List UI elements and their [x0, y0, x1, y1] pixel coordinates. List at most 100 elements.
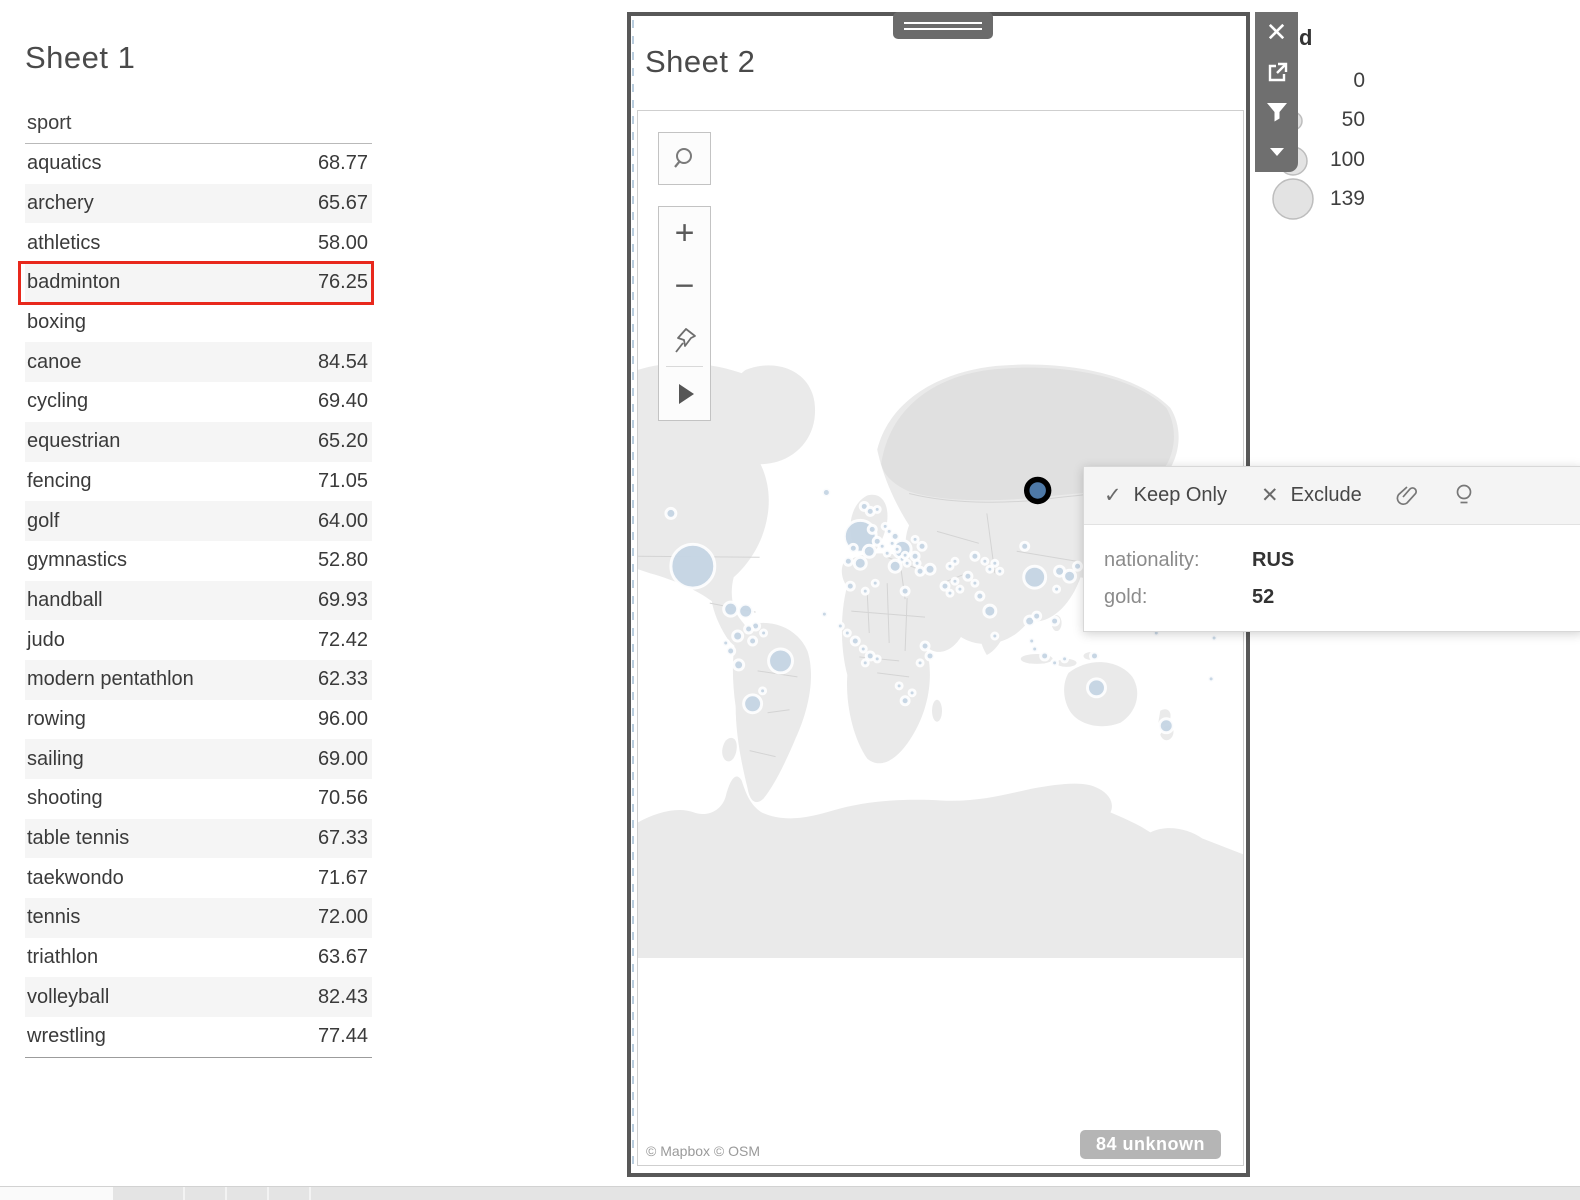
map-bubble[interactable]: [1052, 584, 1062, 594]
map-bubble[interactable]: [861, 543, 877, 559]
table-row[interactable]: archery 65.67: [25, 183, 372, 224]
expand-controls-button[interactable]: [659, 367, 710, 420]
table-row[interactable]: badminton 76.25: [18, 261, 374, 305]
map-bubble[interactable]: [980, 556, 990, 566]
exclude-button[interactable]: ✕ Exclude: [1261, 483, 1362, 508]
map-bubble[interactable]: [722, 600, 740, 618]
map-bubble[interactable]: [969, 550, 981, 562]
map-bubble[interactable]: [912, 558, 922, 568]
map-bubble[interactable]: [820, 486, 832, 498]
pin-button[interactable]: [659, 313, 710, 366]
table-row[interactable]: athletics 58.00: [25, 223, 372, 263]
map-bubble[interactable]: [842, 555, 854, 567]
map-bubble[interactable]: [669, 542, 717, 590]
table-row[interactable]: triathlon 63.67: [25, 938, 372, 978]
map-bubble[interactable]: [1039, 650, 1051, 662]
map-bubble[interactable]: [1031, 610, 1043, 622]
keep-only-button[interactable]: ✓ Keep Only: [1104, 483, 1227, 508]
map-bubble[interactable]: [945, 588, 955, 598]
map-bubble[interactable]: [758, 686, 768, 696]
open-in-new-button[interactable]: [1255, 52, 1298, 92]
map-bubble[interactable]: [899, 695, 911, 707]
map-bubble[interactable]: [721, 638, 731, 648]
map-bubble[interactable]: [872, 504, 882, 514]
map-bubble[interactable]: [844, 580, 856, 592]
more-options-button[interactable]: [1255, 132, 1298, 172]
map-bubble[interactable]: [725, 645, 737, 657]
map-bubble[interactable]: [852, 555, 868, 571]
map-bubble[interactable]: [1019, 540, 1031, 552]
map-bubble[interactable]: [1206, 674, 1216, 684]
group-members-button[interactable]: [1396, 484, 1420, 508]
table-row[interactable]: shooting 70.56: [25, 779, 372, 819]
map-bubble[interactable]: [955, 584, 965, 594]
table-row[interactable]: rowing 96.00: [25, 700, 372, 740]
map-bubble[interactable]: [887, 558, 903, 574]
map-bubble[interactable]: [860, 658, 870, 668]
map-bubble[interactable]: [1086, 677, 1107, 699]
map-bubble[interactable]: [924, 650, 936, 662]
window-grip-handle[interactable]: [893, 12, 993, 39]
map-bubble[interactable]: [1072, 560, 1084, 572]
map-bubble[interactable]: [907, 688, 917, 698]
map-bubble[interactable]: [970, 578, 980, 588]
map-bubble[interactable]: [899, 585, 911, 597]
table-row[interactable]: wrestling 77.44: [25, 1017, 372, 1057]
map-bubble[interactable]: [950, 576, 960, 586]
map-bubble[interactable]: [819, 609, 829, 619]
map-bubble[interactable]: [995, 566, 1005, 576]
map-search-button[interactable]: [658, 132, 711, 185]
map-bubble[interactable]: [742, 693, 764, 715]
map-bubble[interactable]: [910, 534, 920, 544]
map-bubble[interactable]: [866, 523, 878, 535]
map-bubble[interactable]: [887, 538, 897, 548]
map-bubble[interactable]: [900, 550, 910, 560]
map-bubble[interactable]: [982, 603, 998, 619]
map-bubble[interactable]: [759, 628, 769, 638]
table-row[interactable]: gymnastics 52.80: [25, 541, 372, 581]
zoom-out-button[interactable]: −: [674, 267, 695, 305]
map-bubble[interactable]: [892, 544, 902, 554]
map-bubble[interactable]: [1022, 564, 1048, 590]
map-bubble[interactable]: [732, 658, 746, 672]
table-row[interactable]: judo 72.42: [25, 620, 372, 660]
close-button[interactable]: ✕: [1265, 16, 1288, 47]
map-bubble[interactable]: [858, 644, 868, 654]
map-bubble[interactable]: [939, 580, 951, 592]
map-bubble[interactable]: [1030, 644, 1040, 654]
map-bubble[interactable]: [990, 631, 1000, 641]
map-bubble[interactable]: [842, 628, 852, 638]
filter-button[interactable]: [1255, 92, 1298, 132]
map-bubble[interactable]: [737, 602, 755, 620]
map-bubble[interactable]: [743, 623, 755, 635]
map-bubble[interactable]: [1060, 654, 1070, 664]
map-bubble[interactable]: [990, 558, 1000, 568]
map-bubble[interactable]: [847, 542, 859, 554]
map-bubble[interactable]: [916, 540, 928, 552]
table-row[interactable]: table tennis 67.33: [25, 818, 372, 859]
map-bubble[interactable]: [1049, 615, 1061, 627]
map-bubble[interactable]: [1027, 636, 1037, 646]
table-row[interactable]: boxing: [25, 303, 372, 343]
table-row[interactable]: equestrian 65.20: [25, 421, 372, 462]
map-bubble[interactable]: [1089, 650, 1100, 662]
map-bubble[interactable]: [1209, 633, 1219, 643]
table-row[interactable]: sailing 69.00: [25, 739, 372, 779]
unknown-count-badge[interactable]: 84 unknown: [1079, 1130, 1221, 1159]
map-bubble[interactable]: [835, 621, 845, 631]
map-bubble[interactable]: [882, 548, 892, 558]
map-bubble[interactable]: [872, 654, 882, 664]
bottom-tab-active[interactable]: [0, 1187, 113, 1200]
view-data-button[interactable]: [1454, 483, 1474, 509]
map-bubble[interactable]: [767, 647, 794, 675]
map-bubble[interactable]: [915, 658, 925, 668]
table-row[interactable]: cycling 69.40: [25, 382, 372, 422]
map-bubble[interactable]: [974, 590, 986, 602]
table-row[interactable]: modern pentathlon 62.33: [25, 659, 372, 700]
map-bubble[interactable]: [1157, 717, 1175, 735]
map-bubble[interactable]: [962, 570, 974, 582]
map-bubble[interactable]: [747, 635, 759, 647]
map-bubble[interactable]: [894, 681, 904, 691]
map-bubble[interactable]: [914, 565, 926, 577]
map-bubble[interactable]: [1062, 568, 1078, 584]
